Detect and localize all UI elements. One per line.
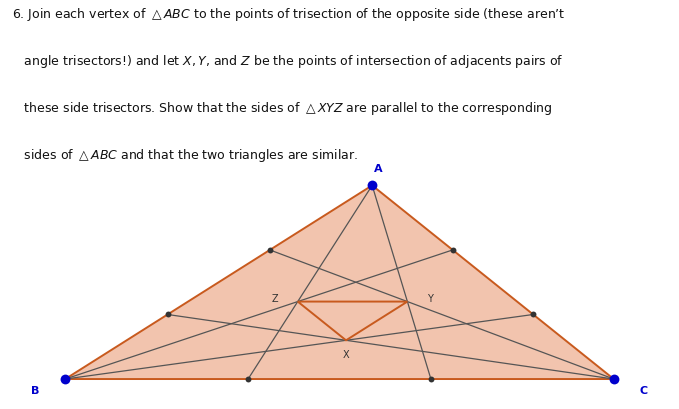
Text: A: A: [374, 164, 383, 174]
Text: sides of $\triangle ABC$ and that the two triangles are similar.: sides of $\triangle ABC$ and that the tw…: [12, 147, 359, 164]
Polygon shape: [297, 301, 407, 340]
Text: Z: Z: [272, 294, 278, 304]
Point: [367, 182, 378, 189]
Point: [162, 311, 173, 318]
Point: [608, 376, 619, 382]
Text: X: X: [343, 350, 349, 360]
Point: [60, 376, 71, 382]
Point: [426, 376, 437, 382]
Text: these side trisectors. Show that the sides of $\triangle XYZ$ are parallel to th: these side trisectors. Show that the sid…: [12, 100, 553, 117]
Point: [447, 247, 458, 253]
Text: C: C: [640, 386, 648, 396]
Point: [242, 376, 253, 382]
Text: 6. Join each vertex of $\triangle ABC$ to the points of trisection of the opposi: 6. Join each vertex of $\triangle ABC$ t…: [12, 6, 566, 23]
Text: Y: Y: [427, 294, 433, 304]
Text: angle trisectors!) and let $X, Y$, and $Z$ be the points of intersection of adja: angle trisectors!) and let $X, Y$, and $…: [12, 53, 564, 70]
Point: [528, 311, 538, 318]
Text: B: B: [31, 386, 39, 396]
Point: [264, 247, 275, 253]
Polygon shape: [65, 185, 614, 379]
